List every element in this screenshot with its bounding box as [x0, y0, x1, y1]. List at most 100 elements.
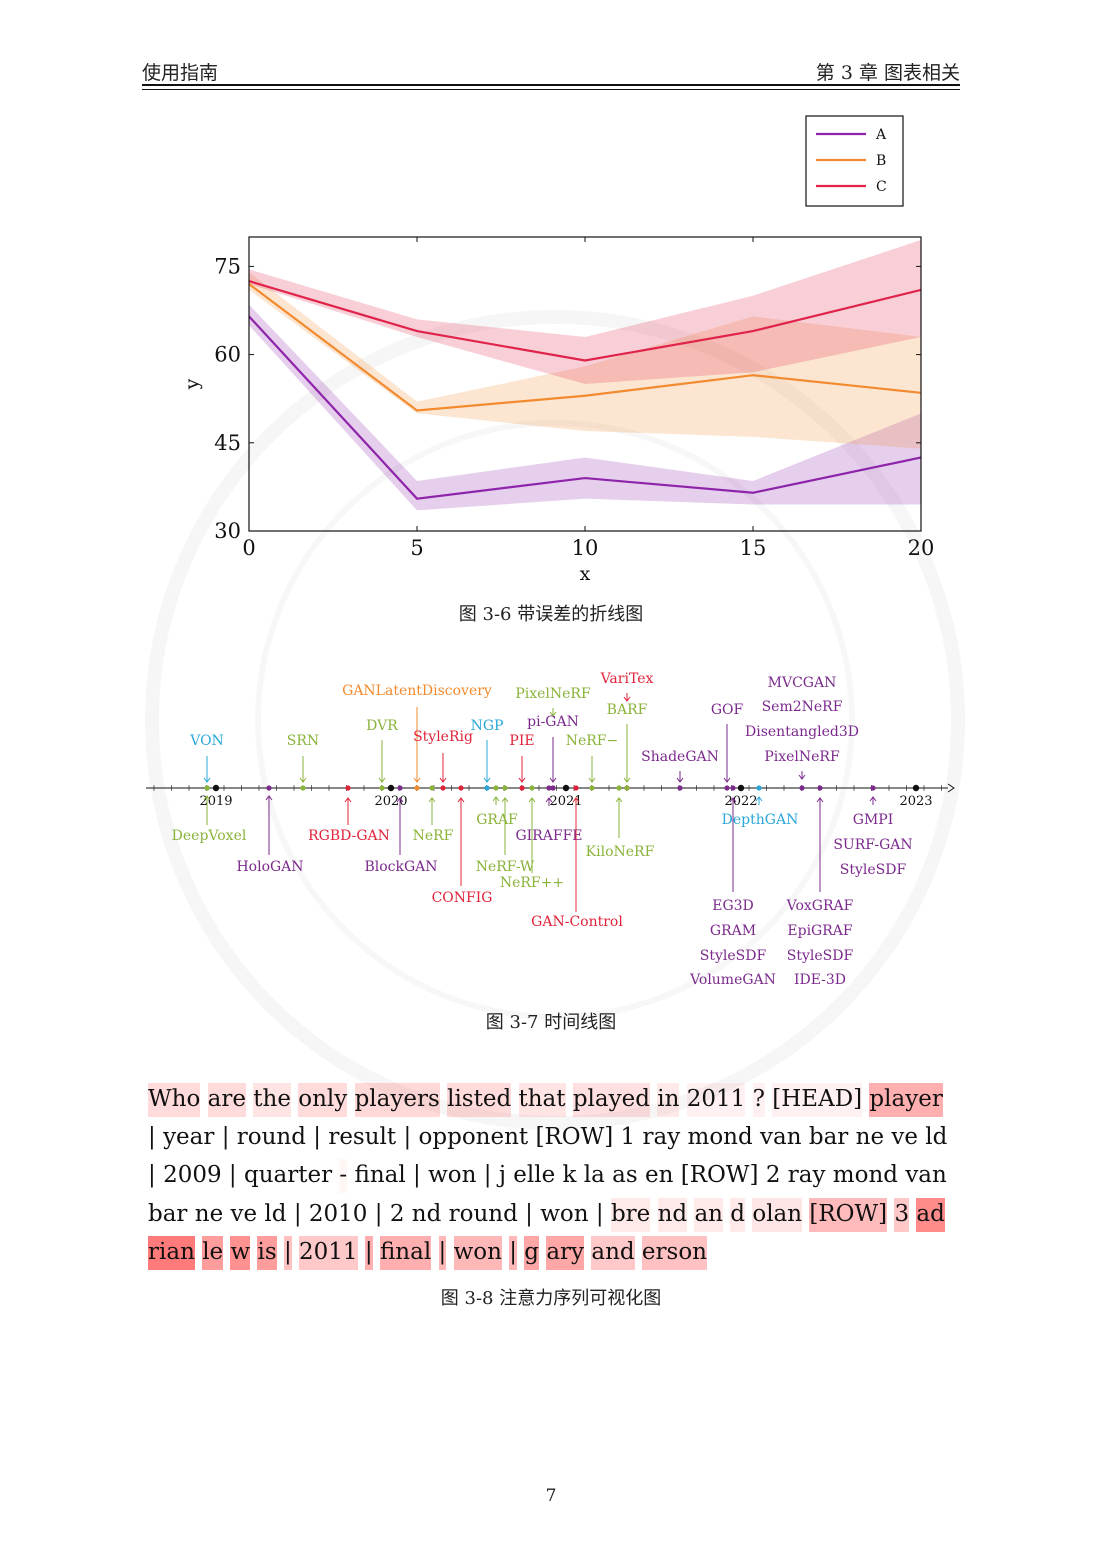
event-dot [550, 785, 556, 791]
attention-token: ne [855, 1124, 885, 1151]
event-above: MVCGAN Sem2NeRF Disentangled3D PixelNeRF [745, 675, 859, 791]
attention-token: k [562, 1162, 577, 1189]
legend-label-A: A [875, 127, 887, 143]
event-below: HoloGAN [236, 785, 304, 875]
x-tick-label: 20 [908, 536, 935, 560]
year-label: 2022 [724, 794, 757, 809]
figure-caption-1: 图 3-6 带误差的折线图 [458, 604, 644, 625]
attention-token: | [413, 1162, 421, 1189]
attention-token: ld [925, 1124, 948, 1151]
attention-token: d [730, 1197, 746, 1232]
attention-token: 2 [389, 1200, 405, 1227]
event-below: NeRF-W [476, 785, 535, 875]
attention-token: | [221, 1124, 230, 1151]
legend: ABC [805, 115, 904, 207]
attention-token: ray [642, 1124, 681, 1151]
attention-token: the [253, 1083, 291, 1117]
event-below: GIRAFFE [515, 785, 583, 844]
event-dot [484, 785, 490, 791]
attention-token: 2011 [299, 1235, 358, 1270]
event-arrowhead [344, 797, 352, 803]
attention-token: j [498, 1162, 506, 1189]
event-label: GRAM [710, 923, 756, 939]
event-arrowhead [457, 797, 465, 803]
event-dot [345, 785, 351, 791]
line-chart: 0 5 10 15 20 30 45 60 75 x y ABC [181, 115, 935, 585]
event-label: VoxGRAF [786, 898, 854, 914]
event-arrowhead [676, 777, 684, 783]
y-axis-label: y [181, 378, 203, 390]
attention-token: ld [264, 1200, 287, 1227]
event-arrowhead [518, 777, 526, 783]
attention-token: final [379, 1235, 432, 1270]
event-label: Sem2NeRF [762, 699, 843, 715]
attention-token: and [591, 1235, 635, 1270]
attention-token: | [374, 1200, 383, 1227]
event-arrowhead [428, 797, 436, 803]
figure-caption-2: 图 3-7 时间线图 [485, 1012, 617, 1033]
event-above: DVR [366, 718, 398, 791]
attention-token: | [148, 1162, 156, 1189]
attention-token: | [483, 1162, 492, 1189]
event-arrowhead [203, 777, 211, 783]
event-above: ShadeGAN [641, 749, 719, 791]
event-label: BlockGAN [364, 859, 437, 875]
event-label: GAN-Control [531, 914, 623, 930]
attention-token: erson [641, 1235, 707, 1270]
attention-token: | [438, 1235, 447, 1270]
event-label: NeRF− [566, 733, 619, 749]
year-dot [562, 784, 570, 792]
attention-token: 2009 [163, 1162, 222, 1189]
event-arrowhead [483, 777, 491, 783]
attention-token: | [509, 1235, 517, 1270]
event-dot [529, 785, 535, 791]
event-arrowhead [378, 777, 386, 783]
event-label: NeRF [413, 828, 454, 844]
year-dot [212, 784, 220, 792]
attention-token: bar [808, 1124, 849, 1151]
event-label: pi-GAN [527, 714, 579, 730]
event-arrowhead [396, 797, 404, 803]
event-label: NeRF++ [500, 875, 564, 891]
attention-token: en [645, 1162, 674, 1189]
year-dot [387, 784, 395, 792]
event-arrowhead [299, 777, 307, 783]
event-below: BlockGAN [364, 785, 438, 875]
event-label: PIE [509, 733, 534, 749]
attention-token: that [518, 1083, 566, 1117]
event-label: StyleSDF [700, 948, 767, 964]
attention-sequence: Who are the only players listed that pla… [148, 1080, 956, 1271]
event-label: DeepVoxel [172, 828, 247, 844]
attention-token: [HEAD] [772, 1083, 863, 1117]
x-tick-label: 0 [242, 536, 255, 560]
event-above: pi-GAN [527, 714, 579, 791]
event-arrowhead [729, 797, 737, 803]
x-tick-label: 15 [740, 536, 767, 560]
attention-token: | [403, 1124, 412, 1151]
event-above: VON [189, 733, 224, 791]
event-label: EpiGRAF [787, 923, 852, 939]
attention-token: in [657, 1083, 680, 1117]
event-dot [300, 785, 306, 791]
event-arrowhead [528, 797, 536, 803]
attention-token: ary [546, 1235, 585, 1270]
plot-area [249, 239, 921, 511]
attention-token: players [354, 1083, 440, 1117]
event-label: VariTex [600, 671, 654, 687]
event-above: GANLatentDiscovery [342, 683, 492, 791]
attention-token: ray [787, 1162, 826, 1189]
attention-token: 1 [620, 1124, 636, 1151]
attention-token: player [869, 1083, 943, 1117]
event-dot [573, 785, 579, 791]
event-label: StyleRig [413, 729, 473, 745]
event-label: MVCGAN [768, 675, 837, 691]
event-label: CONFIG [432, 890, 493, 906]
event-arrowhead [492, 796, 500, 802]
year-dot [912, 784, 920, 792]
attention-token: are [207, 1083, 246, 1117]
attention-token: g [524, 1235, 540, 1270]
event-label: GANLatentDiscovery [342, 683, 492, 699]
event-arrowhead [623, 696, 631, 702]
event-dot [817, 785, 823, 791]
attention-token: nd [411, 1200, 442, 1227]
